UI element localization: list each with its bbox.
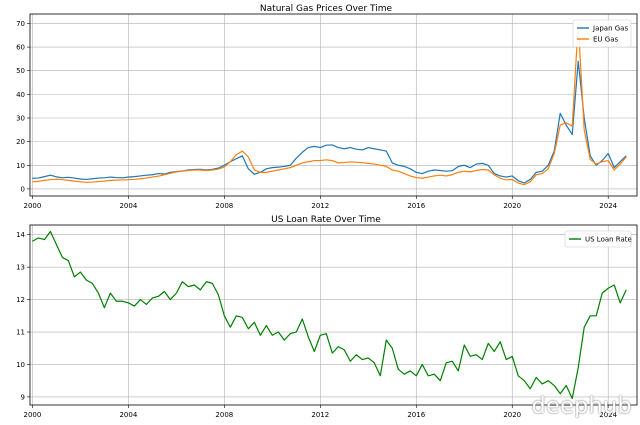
plot-frame <box>29 224 638 406</box>
x-tick-label: 2020 <box>503 411 521 419</box>
series-line-japan-gas <box>32 60 627 184</box>
y-tick-label: 50 <box>16 67 25 75</box>
y-tick-label: 11 <box>16 329 25 337</box>
legend-label: US Loan Rate <box>585 236 632 244</box>
x-tick-label: 2004 <box>119 202 137 210</box>
x-tick-label: 2016 <box>407 411 425 419</box>
y-tick-label: 9 <box>21 393 25 401</box>
x-tick-label: 2020 <box>503 202 521 210</box>
y-tick-label: 70 <box>16 20 25 28</box>
y-tick-label: 60 <box>16 44 25 52</box>
x-tick-label: 2000 <box>23 411 41 419</box>
legend-label: EU Gas <box>593 36 618 44</box>
x-tick-label: 2008 <box>215 411 233 419</box>
y-tick-label: 40 <box>16 91 25 99</box>
watermark: deephub <box>531 394 632 419</box>
plot-frame <box>29 13 638 197</box>
y-tick-label: 30 <box>16 115 25 123</box>
y-tick-label: 14 <box>16 231 25 239</box>
y-tick-label: 20 <box>16 138 25 146</box>
series-line-us-loan-rate <box>32 230 627 400</box>
loan-rate-chart: US Loan Rate Over Time 2000 2004 2008 2012 2… <box>16 215 638 419</box>
legend-box <box>564 230 632 248</box>
y-tick-label: 10 <box>16 361 25 369</box>
x-tick-label: 2024 <box>599 411 617 419</box>
series-line-eu-gas <box>32 22 627 186</box>
legend-label: Japan Gas <box>592 25 628 33</box>
gas-price-chart: Natural Gas Prices Over Time 2000 2004 200… <box>16 4 638 210</box>
chart-title: US Loan Rate Over Time <box>271 215 381 225</box>
y-tick-label: 0 <box>21 185 25 193</box>
x-tick-label: 2024 <box>599 202 617 210</box>
x-tick-label: 2000 <box>23 202 41 210</box>
x-tick-label: 2016 <box>407 202 425 210</box>
x-tick-label: 2004 <box>119 411 137 419</box>
y-tick-label: 10 <box>16 162 25 170</box>
x-tick-label: 2008 <box>215 202 233 210</box>
x-tick-label: 2012 <box>311 411 329 419</box>
y-tick-label: 13 <box>16 264 25 272</box>
legend-box <box>572 19 632 48</box>
y-tick-label: 12 <box>16 296 25 304</box>
x-tick-label: 2012 <box>311 202 329 210</box>
chart-title: Natural Gas Prices Over Time <box>260 4 393 14</box>
